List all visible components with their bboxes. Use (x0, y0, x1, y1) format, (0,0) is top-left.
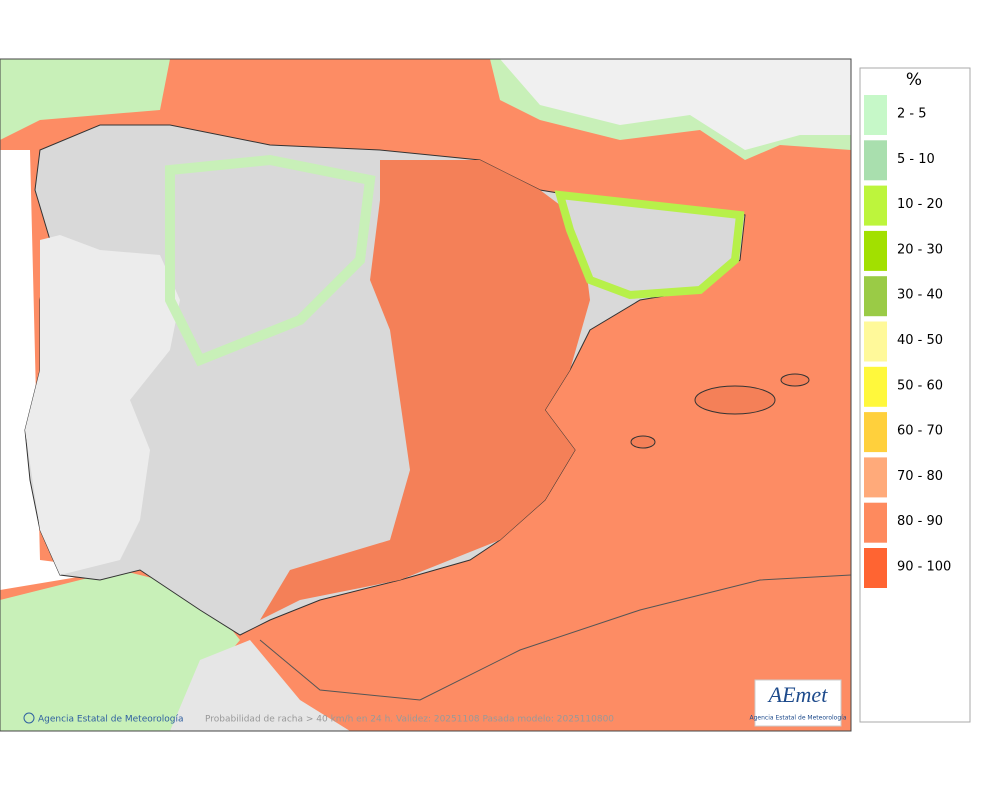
credit: Agencia Estatal de Meteorología (38, 715, 184, 725)
legend-swatch (864, 366, 887, 407)
ibiza (630, 435, 656, 449)
low-band (165, 154, 376, 367)
menorca (780, 373, 810, 387)
map-frame (0, 58, 852, 732)
legend-swatch (864, 548, 887, 588)
legend-label: 40 - 50 (897, 333, 943, 348)
legend-swatch (864, 185, 887, 226)
legend-swatch (864, 457, 887, 498)
strait-low (0, 570, 240, 731)
legend-label: 60 - 70 (897, 424, 943, 439)
legend-label: 10 - 20 (897, 197, 943, 212)
legend-label: 2 - 5 (897, 107, 927, 122)
map: Agencia Estatal de Meteorología Probabil… (0, 58, 852, 732)
legend-label: 80 - 90 (897, 514, 943, 529)
france (500, 59, 851, 150)
caption: Probabilidad de racha > 40 km/h en 24 h.… (205, 715, 614, 725)
legend-label: 20 - 30 (897, 242, 943, 257)
legend-swatch (864, 140, 887, 181)
east-high (260, 160, 590, 620)
legend: % 2 - 5 5 - 10 10 - 20 20 - 30 30 - 40 40 - 5… (859, 67, 971, 723)
mallorca (694, 385, 776, 415)
logo-subtitle: Agencia Estatal de Meteorología (750, 715, 847, 722)
legend-swatch (864, 95, 887, 135)
legend-swatch (864, 276, 887, 317)
legend-swatch (864, 412, 887, 453)
africa (170, 640, 350, 731)
legend-label: 90 - 100 (897, 560, 951, 575)
catalonia (554, 190, 745, 300)
legend-title: % (906, 70, 922, 90)
legend-label: 50 - 60 (897, 378, 943, 393)
portugal (25, 235, 180, 575)
copyright-icon (23, 712, 35, 724)
africa-coast (259, 574, 852, 701)
legend-label: 30 - 40 (897, 288, 943, 303)
legend-swatch (864, 502, 887, 543)
logo: AEmet (767, 682, 829, 707)
low-sea (0, 59, 170, 140)
legend-label: 5 - 10 (897, 152, 935, 167)
logo-box (754, 679, 842, 727)
legend-swatch (864, 230, 887, 271)
legend-label: 70 - 80 (897, 469, 943, 484)
legend-swatch (864, 321, 887, 362)
